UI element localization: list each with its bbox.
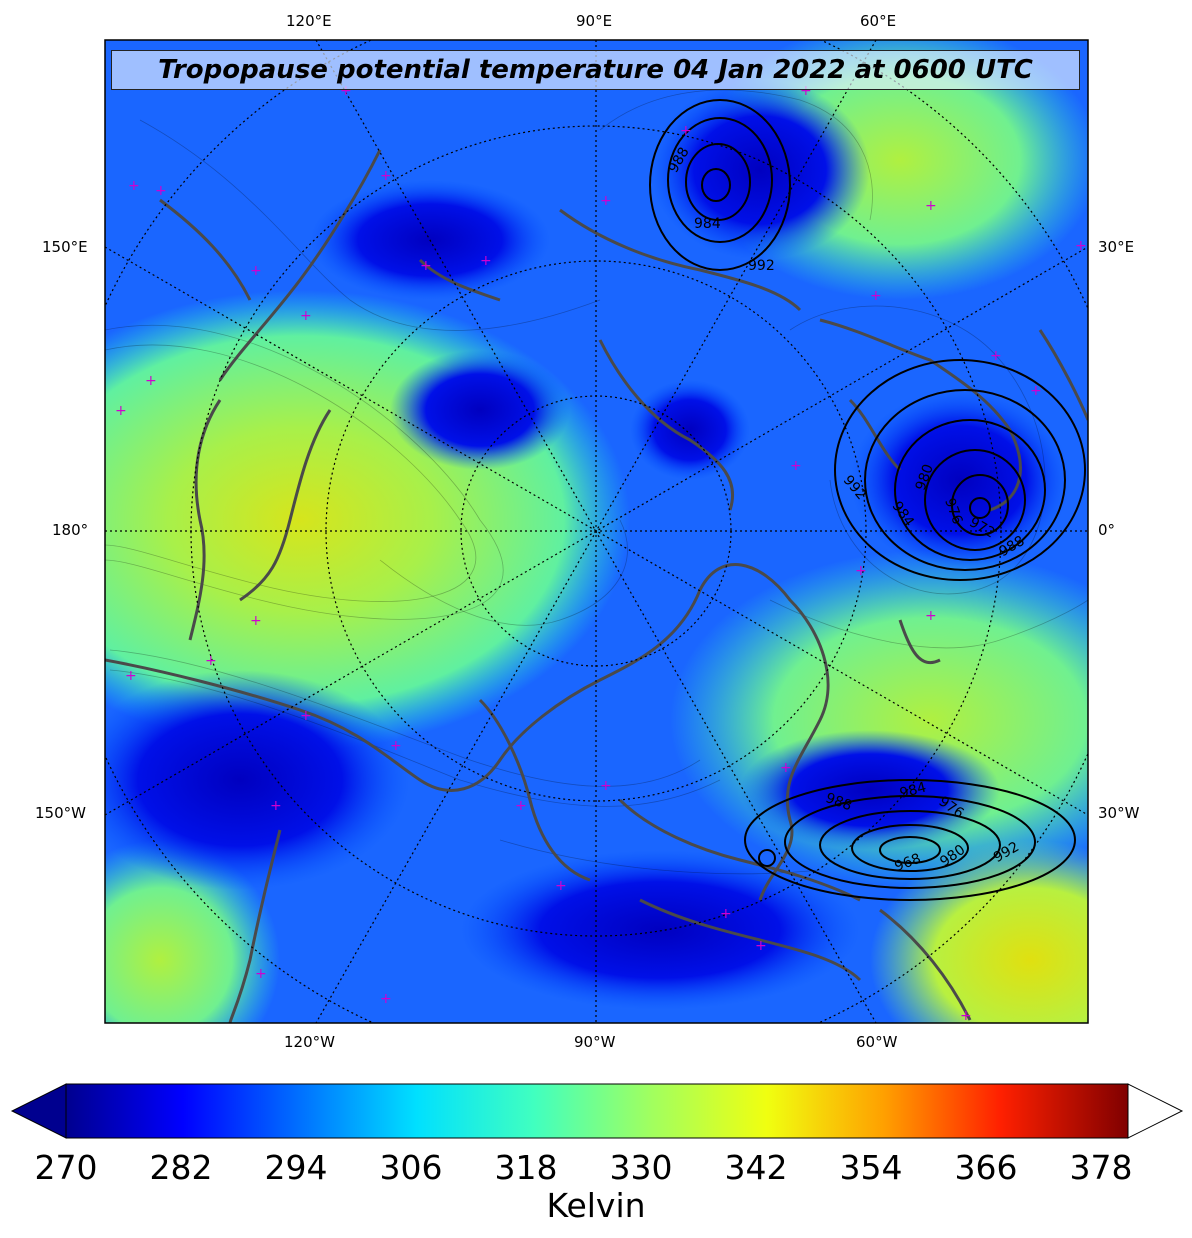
lon-label-bottom-120w: 120°W [284, 1033, 335, 1051]
temperature-field: + + + + + + + + + + + + + + + + + + + + + + + + + + +… [105, 40, 1088, 1024]
colorbar [10, 1083, 1184, 1139]
svg-text:+: + [270, 798, 282, 814]
station-markers: + + + + + + + + + + + + + + + + + + + + + + + + + + +… [115, 83, 1087, 1024]
contour-label: 992 [748, 258, 775, 274]
svg-text:+: + [145, 373, 157, 389]
lon-label-top-120e: 120°E [286, 12, 332, 30]
svg-text:+: + [205, 653, 217, 669]
colorbar-units-label: Kelvin [546, 1186, 646, 1225]
svg-text:+: + [340, 83, 352, 99]
svg-text:+: + [555, 878, 567, 894]
lon-label-bottom-60w: 60°W [856, 1033, 898, 1051]
map-frame [104, 39, 1089, 1024]
svg-text:+: + [870, 288, 882, 304]
svg-text:+: + [780, 760, 792, 776]
coastlines [105, 149, 1088, 1023]
lon-label-right-30e: 30°E [1098, 238, 1135, 256]
graticule [105, 40, 1088, 1023]
lon-label-right-30w: 30°W [1098, 804, 1140, 822]
svg-text:+: + [115, 403, 127, 419]
svg-text:+: + [155, 183, 167, 199]
svg-text:+: + [1075, 238, 1087, 254]
lon-label-bottom-90w: 90°W [574, 1033, 616, 1051]
svg-text:+: + [380, 991, 392, 1007]
svg-text:+: + [720, 906, 732, 922]
svg-text:+: + [790, 458, 802, 474]
colorbar-tick: 294 [264, 1148, 328, 1187]
svg-text:+: + [680, 123, 692, 139]
svg-text:+: + [255, 966, 267, 982]
svg-text:+: + [250, 263, 262, 279]
lon-label-right-0: 0° [1098, 521, 1116, 539]
pressure-contours [649, 99, 1086, 901]
svg-text:+: + [125, 668, 137, 684]
svg-text:+: + [755, 938, 767, 954]
svg-text:+: + [300, 308, 312, 324]
svg-text:+: + [420, 258, 432, 274]
svg-text:+: + [480, 253, 492, 269]
colorbar-tick: 270 [34, 1148, 98, 1187]
colorbar-tick: 342 [724, 1148, 788, 1187]
lon-label-left-150e: 150°E [42, 238, 88, 256]
svg-text:+: + [1030, 383, 1042, 399]
svg-text:+: + [800, 83, 812, 99]
svg-text:+: + [855, 563, 867, 579]
lon-label-left-150w: 150°W [35, 804, 86, 822]
colorbar-min-extend [10, 1083, 67, 1139]
contour-label: 984 [694, 216, 721, 232]
colorbar-tick: 378 [1069, 1148, 1133, 1187]
lon-label-top-60e: 60°E [860, 12, 897, 30]
svg-text:+: + [990, 348, 1002, 364]
svg-text:+: + [960, 1008, 972, 1024]
svg-text:+: + [925, 608, 937, 624]
colorbar-tick: 366 [954, 1148, 1018, 1187]
colorbar-gradient [66, 1084, 1128, 1138]
svg-text:+: + [925, 198, 937, 214]
svg-text:+: + [515, 798, 527, 814]
svg-text:+: + [128, 178, 140, 194]
lon-label-left-180: 180° [52, 521, 89, 539]
svg-text:+: + [600, 778, 612, 794]
map-title: Tropopause potential temperature 04 Jan … [111, 50, 1080, 90]
svg-text:+: + [390, 738, 402, 754]
svg-text:+: + [300, 708, 312, 724]
lon-label-top-90e: 90°E [576, 12, 613, 30]
colorbar-tick: 330 [609, 1148, 673, 1187]
colorbar-tick: 282 [149, 1148, 213, 1187]
colorbar-max-extend [1127, 1083, 1184, 1139]
colorbar-tick: 354 [839, 1148, 903, 1187]
svg-text:+: + [250, 613, 262, 629]
contour-label: 984 [898, 779, 928, 801]
colorbar-tick: 306 [379, 1148, 443, 1187]
svg-text:+: + [600, 193, 612, 209]
colorbar-tick: 318 [494, 1148, 558, 1187]
svg-text:+: + [380, 168, 392, 184]
